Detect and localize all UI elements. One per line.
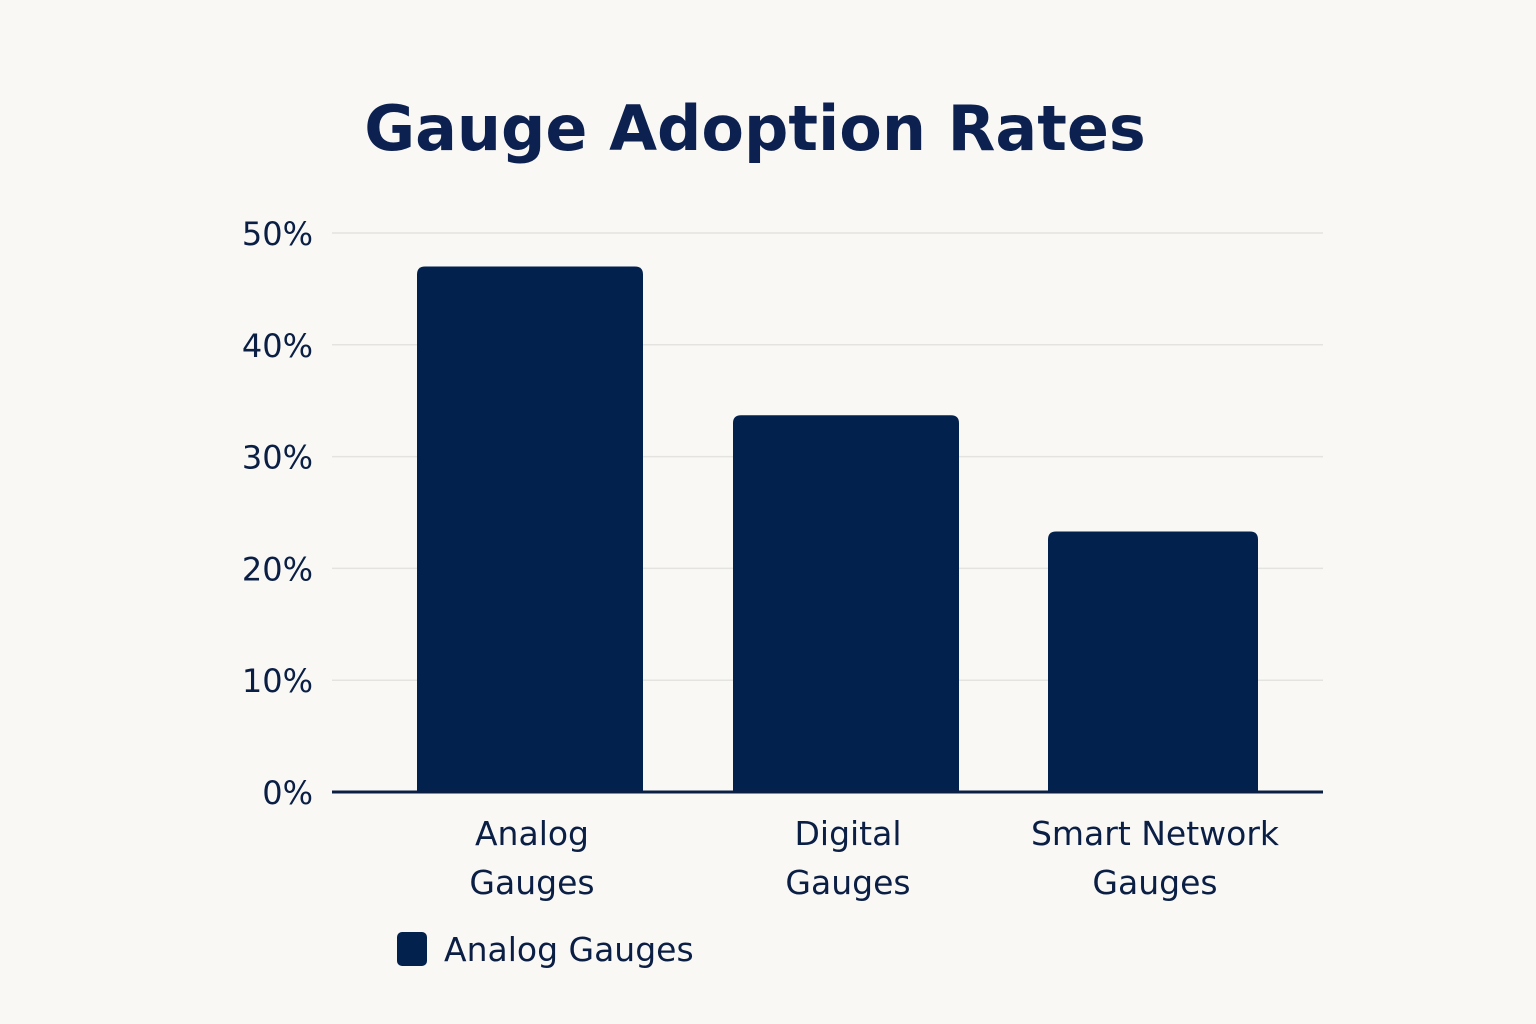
y-tick-label: 40% [242,327,313,365]
bar [1048,531,1258,792]
x-tick-label-line: Gauges [785,863,910,902]
x-tick-label: Digital Gauges [785,814,910,902]
x-tick-label-line: Gauges [469,863,594,902]
chart-title: Gauge Adoption Rates [364,92,1146,165]
y-tick-label: 30% [242,439,313,477]
y-tick-label: 0% [262,774,313,812]
x-axis-labels: Analog Gauges Digital Gauges Smart Network Ga… [469,814,1280,902]
legend-swatch [397,932,427,966]
x-tick-label-line: Smart Network [1031,814,1280,853]
y-tick-label: 20% [242,550,313,588]
x-tick-label: Analog Gauges [469,814,594,902]
x-tick-label: Smart Network Gauges [1031,814,1280,902]
y-tick-label: 10% [242,662,313,700]
bars [417,266,1258,792]
legend: Analog Gauges [397,930,694,969]
bar [417,266,643,792]
x-tick-label-line: Digital [794,814,901,853]
bar [733,415,959,792]
y-axis-ticks: 0% 10% 20% 30% 40% 50% [242,215,313,812]
legend-label: Analog Gauges [444,930,694,969]
x-tick-label-line: Analog [475,814,589,853]
x-tick-label-line: Gauges [1092,863,1217,902]
y-tick-label: 50% [242,215,313,253]
